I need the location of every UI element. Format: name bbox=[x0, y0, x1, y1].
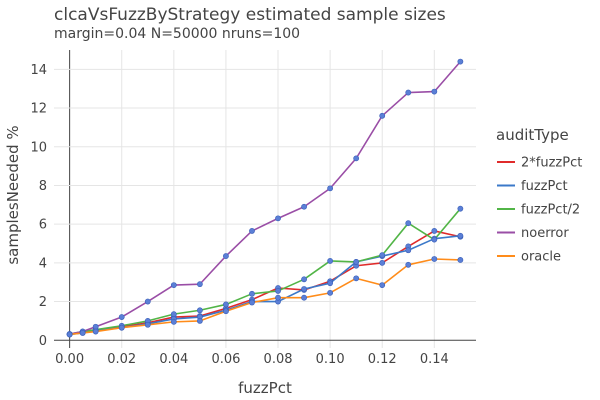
data-point-noerror bbox=[170, 282, 177, 289]
legend-label-2-fuzzpct: 2*fuzzPct bbox=[521, 156, 582, 171]
x-axis-ticks: 0.00 0.02 0.04 0.06 0.08 0.10 0.12 0.14 bbox=[55, 352, 449, 367]
data-point-2-fuzzpct bbox=[431, 228, 438, 234]
chart-subtitle: margin=0.04 N=50000 nruns=100 bbox=[54, 26, 300, 42]
data-point-oracle bbox=[431, 256, 438, 262]
y-tick-label: 2 bbox=[39, 295, 47, 310]
data-point-oracle bbox=[92, 328, 99, 335]
data-point-oracle bbox=[275, 294, 281, 301]
data-point-oracle bbox=[301, 294, 307, 301]
x-axis-title: fuzzPct bbox=[238, 379, 292, 397]
data-point-noerror bbox=[275, 215, 281, 222]
data-point-oracle bbox=[118, 324, 125, 331]
data-point-noerror bbox=[405, 89, 412, 96]
data-point-noerror bbox=[196, 281, 203, 288]
data-point-fuzzpct-2 bbox=[223, 301, 229, 308]
legend-title: auditType bbox=[496, 126, 569, 144]
series-line-fuzzpct-2 bbox=[69, 208, 461, 335]
data-point-noerror bbox=[379, 112, 386, 119]
legend: auditType 2*fuzzPct fuzzPct fuzzPct/2 noerr… bbox=[496, 126, 582, 265]
data-point-oracle bbox=[66, 331, 73, 338]
y-tick-label: 0 bbox=[39, 334, 47, 349]
x-tick-label: 0.08 bbox=[264, 352, 293, 367]
y-axis-title: samplesNeeded % bbox=[4, 125, 22, 264]
legend-label-fuzzpct: fuzzPct bbox=[521, 179, 568, 194]
data-point-oracle bbox=[223, 308, 229, 315]
x-tick-label: 0.04 bbox=[159, 352, 188, 367]
data-point-fuzzpct bbox=[457, 232, 464, 239]
x-tick-label: 0.02 bbox=[107, 352, 136, 367]
data-point-noerror bbox=[431, 88, 438, 95]
data-point-noerror bbox=[301, 203, 307, 210]
legend-label-oracle: oracle bbox=[521, 250, 561, 265]
data-point-fuzzpct-2 bbox=[275, 288, 281, 294]
data-point-2-fuzzpct bbox=[379, 259, 386, 266]
series-line-oracle bbox=[69, 258, 461, 336]
data-point-oracle bbox=[327, 289, 334, 296]
legend-label-noerror: noerror bbox=[521, 226, 569, 241]
legend-label-fuzzpct-2: fuzzPct/2 bbox=[521, 203, 580, 218]
y-tick-label: 12 bbox=[30, 102, 47, 117]
data-point-noerror bbox=[118, 314, 125, 320]
data-point-oracle bbox=[405, 261, 412, 268]
data-point-oracle bbox=[379, 282, 386, 289]
data-point-noerror bbox=[92, 323, 99, 330]
data-point-oracle bbox=[249, 299, 255, 306]
x-tick-label: 0.12 bbox=[368, 352, 397, 367]
data-point-oracle bbox=[144, 321, 151, 328]
data-point-fuzzpct bbox=[327, 280, 334, 287]
x-tick-label: 0.00 bbox=[55, 352, 84, 367]
series-lines bbox=[69, 61, 461, 336]
y-tick-label: 14 bbox=[30, 63, 47, 78]
data-point-oracle bbox=[170, 318, 177, 325]
data-point-noerror bbox=[327, 185, 334, 192]
data-point-fuzzpct-2 bbox=[457, 205, 464, 212]
data-point-noerror bbox=[144, 298, 151, 305]
series-line-2-fuzzpct bbox=[69, 230, 461, 336]
data-point-fuzzpct-2 bbox=[405, 220, 412, 227]
data-point-fuzzpct bbox=[405, 247, 412, 254]
data-point-fuzzpct-2 bbox=[249, 290, 255, 297]
data-point-fuzzpct bbox=[301, 286, 307, 292]
x-tick-label: 0.10 bbox=[316, 352, 345, 367]
data-point-oracle bbox=[353, 275, 360, 282]
data-point-fuzzpct-2 bbox=[196, 307, 203, 314]
data-point-noerror bbox=[223, 253, 229, 259]
y-tick-label: 6 bbox=[39, 218, 47, 233]
y-axis-ticks: 0 2 4 6 8 10 12 14 bbox=[30, 63, 47, 349]
data-point-oracle bbox=[457, 257, 464, 263]
chart-title: clcaVsFuzzByStrategy estimated sample si… bbox=[54, 5, 446, 25]
x-tick-label: 0.06 bbox=[211, 352, 240, 367]
y-tick-label: 8 bbox=[39, 179, 47, 194]
data-point-fuzzpct-2 bbox=[379, 252, 386, 259]
data-point-oracle bbox=[196, 318, 203, 324]
data-point-noerror bbox=[249, 228, 255, 234]
data-point-fuzzpct-2 bbox=[301, 276, 307, 283]
data-point-fuzzpct-2 bbox=[431, 236, 438, 243]
data-point-fuzzpct-2 bbox=[353, 258, 360, 265]
data-point-oracle bbox=[79, 330, 86, 336]
data-point-noerror bbox=[353, 155, 360, 162]
x-tick-label: 0.14 bbox=[420, 352, 449, 367]
data-point-fuzzpct-2 bbox=[170, 311, 177, 318]
data-point-fuzzpct-2 bbox=[327, 258, 334, 264]
y-tick-label: 4 bbox=[39, 256, 47, 271]
series-markers bbox=[66, 58, 464, 338]
grid bbox=[54, 50, 476, 348]
y-tick-label: 10 bbox=[30, 140, 47, 155]
data-point-noerror bbox=[457, 58, 464, 65]
